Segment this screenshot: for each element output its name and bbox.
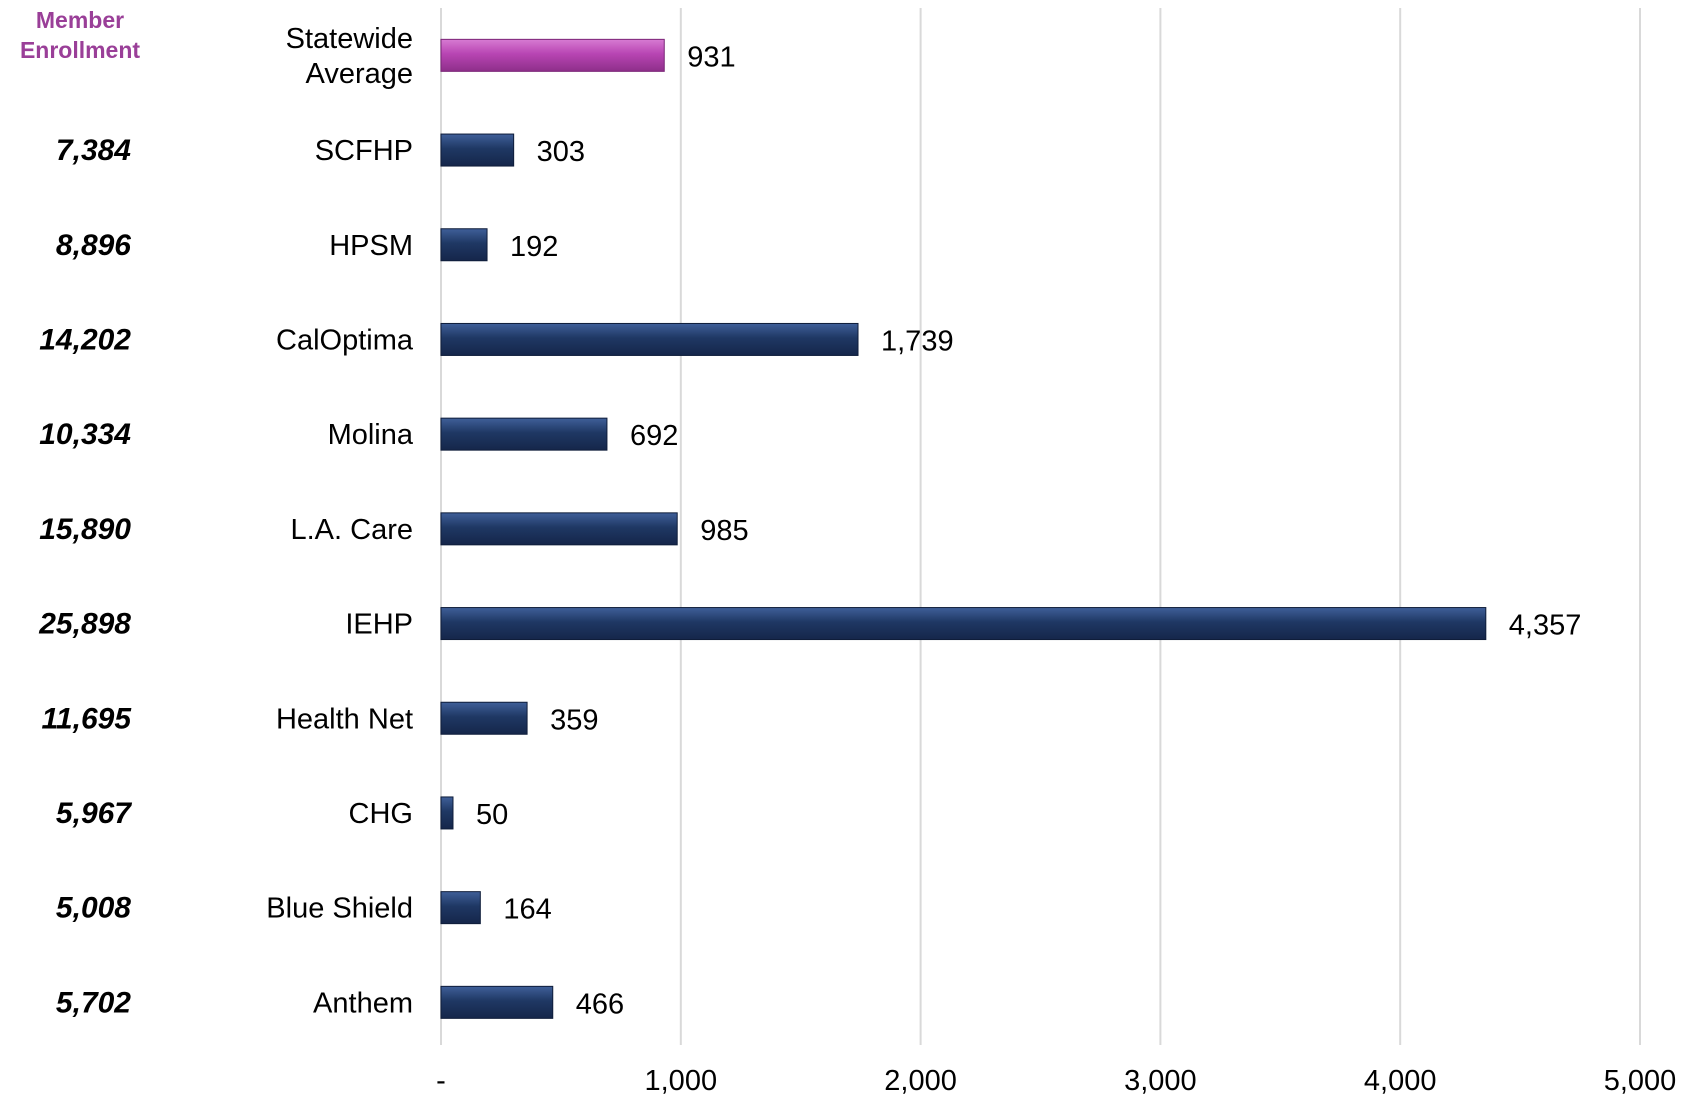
enrollment-value: 11,695 [41,702,132,735]
data-label: 303 [537,136,585,168]
bar [440,701,528,735]
gridlines [440,8,1641,1045]
category-label: IEHP [345,609,413,641]
data-label: 931 [687,41,735,73]
category-label: CalOptima [276,324,414,356]
enrollment-header-line: Enrollment [20,37,140,63]
x-tick-label: 1,000 [645,1065,718,1097]
data-label: 1,739 [881,325,954,357]
enrollment-value: 8,896 [56,229,131,262]
bar [440,322,859,356]
data-label: 192 [510,231,558,263]
x-tick-label: - [436,1065,446,1097]
data-label: 4,357 [1509,610,1582,642]
bar [440,417,608,451]
category-label: Average [306,58,414,90]
category-label: L.A. Care [291,514,414,546]
bar [440,607,1487,641]
category-label: SCFHP [315,135,413,167]
x-tick-label: 5,000 [1604,1065,1677,1097]
category-label: Health Net [276,703,413,735]
data-label: 985 [700,515,748,547]
category-label: Anthem [313,987,413,1019]
bar [440,228,488,262]
bar [440,891,481,925]
data-label: 466 [576,988,624,1020]
bar [440,38,665,72]
enrollment-value: 5,702 [56,986,131,1019]
enrollment-value: 10,334 [39,418,131,451]
bar [440,796,454,830]
bars [440,38,1487,1019]
labels: - 1,000 2,000 3,000 4,000 5,000 931 StatewideAv… [38,23,1676,1097]
enrollment-value: 5,967 [56,797,132,830]
x-tick-label: 3,000 [1124,1065,1197,1097]
enrollment-value: 5,008 [56,892,131,925]
enrollment-value: 15,890 [39,513,131,546]
enrollment-value: 25,898 [38,608,131,641]
enrollment-header-line: Member [36,7,124,33]
enrollment-value: 7,384 [56,134,131,167]
x-tick-label: 4,000 [1364,1065,1437,1097]
data-label: 359 [550,704,598,736]
data-label: 50 [476,799,508,831]
bar [440,133,515,167]
enrollment-header: Member Enrollment [20,7,140,63]
category-label: CHG [349,798,413,830]
data-label: 692 [630,420,678,452]
category-label: Molina [328,419,414,451]
category-label: Statewide [286,23,413,55]
enrollment-value: 14,202 [39,323,131,356]
data-label: 164 [503,894,551,926]
x-tick-label: 2,000 [884,1065,957,1097]
category-label: Blue Shield [266,893,413,925]
bar [440,985,554,1019]
bar [440,512,678,546]
category-label: HPSM [329,230,413,262]
